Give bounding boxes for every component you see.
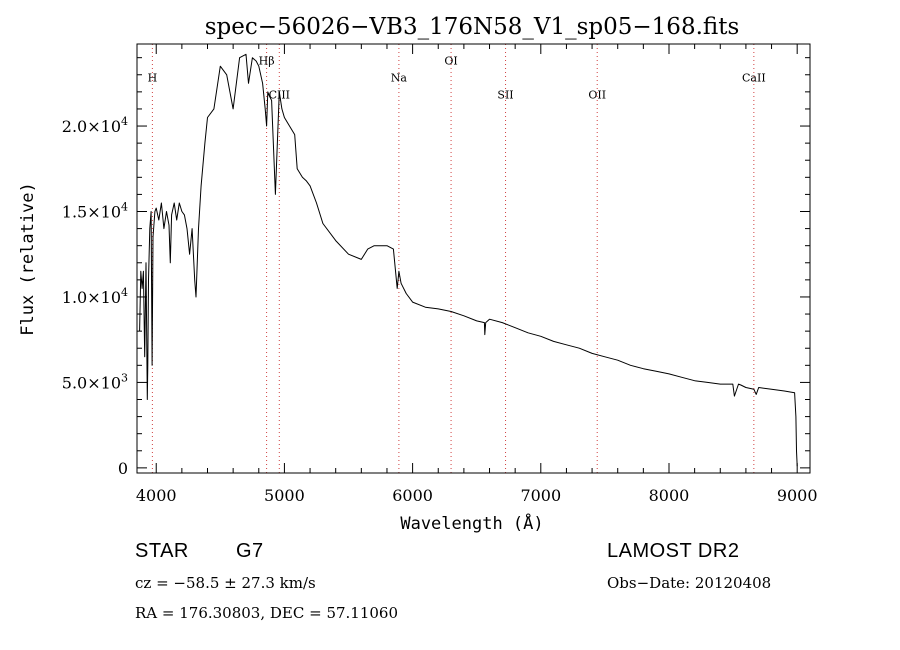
plot-frame (136, 43, 811, 474)
object-subclass: G7 (236, 540, 264, 562)
spectral-line-label: SII (497, 89, 513, 102)
spectral-line-label: Na (391, 72, 408, 85)
x-tick-label: 6000 (392, 486, 433, 505)
survey-name: LAMOST DR2 (607, 540, 740, 562)
spectral-line-label: OII (588, 89, 606, 102)
spectrum-line (139, 53, 798, 467)
y-tick-label: 1.5×104 (62, 200, 128, 221)
spectral-line-label: Hβ (259, 55, 275, 68)
observation-date: Obs−Date: 20120408 (607, 574, 772, 592)
x-tick-label: 7000 (520, 486, 561, 505)
y-tick-label: 0 (118, 459, 128, 478)
x-tick-label: 4000 (136, 486, 177, 505)
axis-ticks: 4000 5000 6000 7000 8000 9000 0 5.0×103 1.0×104 1… (62, 44, 818, 505)
spectrum-series (139, 53, 798, 467)
spectral-line-label: CaII (742, 72, 766, 85)
x-tick-label: 8000 (649, 486, 690, 505)
y-tick-label: 2.0×104 (62, 115, 128, 136)
spectral-line-label: H (148, 72, 158, 85)
spectral-line-label: OI (444, 55, 457, 68)
x-tick-label: 9000 (777, 486, 818, 505)
spectrum-chart: spec−56026−VB3_176N58_V1_sp05−168.fits H… (18, 14, 818, 534)
x-axis-label: Wavelength (Å) (400, 512, 543, 534)
y-axis-label: Flux (relative) (18, 182, 38, 336)
y-tick-label: 1.0×104 (62, 286, 128, 307)
ra-dec-coordinates: RA = 176.30803, DEC = 57.11060 (135, 604, 399, 622)
x-tick-label: 5000 (264, 486, 305, 505)
y-tick-label: 5.0×103 (62, 371, 128, 392)
redshift-velocity: cz = −58.5 ± 27.3 km/s (135, 574, 316, 592)
chart-title: spec−56026−VB3_176N58_V1_sp05−168.fits (205, 14, 740, 40)
object-class: STAR (135, 540, 189, 562)
